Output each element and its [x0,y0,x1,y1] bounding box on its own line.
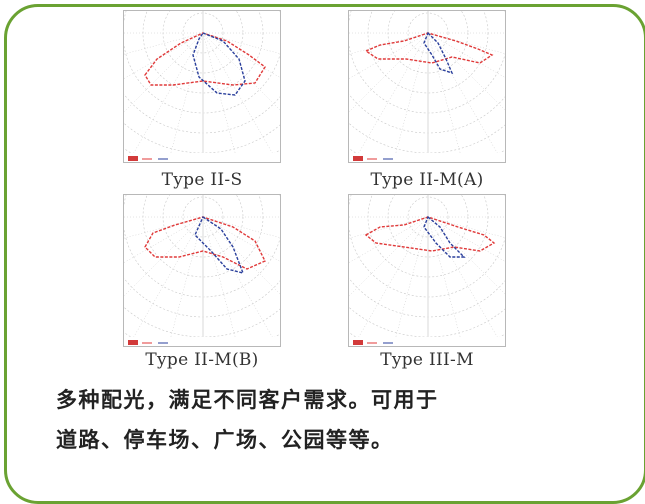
polar-grid-spoke [393,32,429,162]
polar-grid-spoke [427,32,505,78]
polar-grid-spoke [427,216,503,346]
legend-strip [349,153,505,162]
polar-grid-spoke [128,32,204,162]
polar-grid-spoke [124,216,204,263]
polar-grid-spoke [349,216,429,297]
polar-grid-spoke [168,32,204,162]
polar-grid-spoke [349,216,429,263]
polar-grid-spoke [427,216,505,262]
polar-grid-spoke [427,216,505,238]
polar-diagram-type-ii-ma [348,10,506,163]
polar-grid-spoke [202,216,238,346]
horizontal-distribution-curve [364,32,494,64]
horizontal-distribution-curve [364,216,496,252]
polar-grid-spoke [128,216,204,346]
horizontal-distribution-curve [144,216,266,270]
vertical-distribution-curve [423,215,466,258]
description-line-2: 道路、停车场、广场、公园等等。 [56,428,394,452]
polar-grid-spoke [349,32,429,55]
horizontal-distribution-curve [144,32,266,86]
legend-strip [349,337,505,346]
polar-grid-spoke [124,32,204,79]
polar-grid-spoke [427,216,505,295]
vertical-distribution-curve [423,31,454,75]
polar-grid-spoke [427,216,463,346]
legend-strip [124,337,280,346]
caption-type-ii-ma: Type II-M(A) [370,170,484,190]
legend-marker [128,340,138,345]
description-line-1: 多种配光，满足不同客户需求。可用于 [56,388,439,412]
polar-grid-spoke [353,32,429,162]
feature-card [4,4,645,504]
polar-grid-spoke [349,32,429,79]
polar-grid-spoke [202,32,280,78]
legend-marker [128,156,138,161]
polar-grid-spoke [202,216,280,295]
legend-marker [353,340,363,345]
legend-strip [124,153,280,162]
polar-diagram-type-ii-s [123,10,281,163]
polar-grid-spoke [202,216,280,262]
polar-grid-spoke [202,32,280,111]
vertical-distribution-curve [194,215,245,275]
polar-grid-spoke [202,32,238,162]
caption-type-ii-mb: Type II-M(B) [145,350,259,370]
polar-grid-spoke [124,216,204,297]
polar-grid-spoke [427,32,505,111]
polar-grid-spoke [349,32,429,113]
caption-type-iii-m: Type III-M [380,350,474,370]
polar-diagram-type-ii-mb [123,194,281,347]
caption-type-ii-s: Type II-S [161,170,243,190]
polar-diagram-type-iii-m [348,194,506,347]
polar-grid-spoke [202,32,278,162]
polar-grid-spoke [124,216,204,239]
polar-grid-spoke [124,32,204,113]
polar-grid-spoke [353,216,429,346]
polar-grid-spoke [124,32,204,55]
polar-grid-spoke [349,216,429,239]
polar-grid-spoke [427,32,463,162]
polar-grid-spoke [393,216,429,346]
polar-grid-spoke [202,216,278,346]
vertical-distribution-curve [192,32,246,96]
legend-marker [353,156,363,161]
polar-grid-spoke [427,32,505,54]
polar-grid-spoke [427,32,503,162]
